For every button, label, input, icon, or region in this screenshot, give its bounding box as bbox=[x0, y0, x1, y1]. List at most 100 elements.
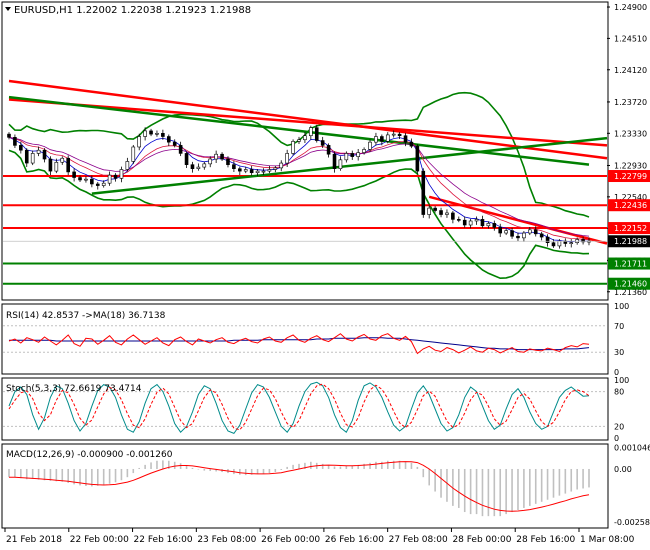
candle-body-74 bbox=[445, 212, 449, 215]
candle-body-88 bbox=[528, 229, 532, 234]
macd-histogram-bar bbox=[167, 460, 170, 469]
candle-body-0 bbox=[7, 133, 11, 138]
macd-histogram-bar bbox=[250, 468, 253, 475]
level-price-label: 1.22152 bbox=[614, 224, 647, 233]
candle-body-24 bbox=[149, 130, 153, 135]
candle-body-77 bbox=[462, 219, 467, 226]
candle-body-8 bbox=[54, 161, 59, 172]
macd-histogram-bar bbox=[404, 461, 407, 469]
rsi-panel-frame bbox=[1, 303, 609, 375]
candle-body-82 bbox=[492, 223, 497, 228]
main-title: EURUSD,H1 1.22002 1.22038 1.21923 1.2198… bbox=[14, 5, 251, 16]
candle-body-35 bbox=[214, 153, 218, 160]
candle-body-87 bbox=[522, 232, 526, 239]
candle-body-28 bbox=[172, 141, 177, 146]
candle-body-62 bbox=[374, 136, 378, 143]
candle-body-10 bbox=[66, 157, 70, 173]
layer-macd-tick-label: 0.001046 bbox=[614, 444, 650, 453]
candle-body-63 bbox=[380, 136, 384, 142]
candle-body-7 bbox=[48, 158, 53, 172]
macd-histogram-bar bbox=[49, 468, 52, 481]
candle-body-75 bbox=[451, 212, 455, 220]
macd-histogram-bar bbox=[20, 468, 22, 479]
trendline-2 bbox=[8, 95, 590, 166]
macd-histogram-bar bbox=[215, 468, 217, 472]
layer-macd-tick-label: 0.00 bbox=[614, 465, 632, 474]
current-price-label: 1.21988 bbox=[614, 237, 647, 246]
candle-body-52 bbox=[314, 127, 319, 141]
dropdown-triangle-icon[interactable] bbox=[5, 7, 11, 11]
candle-body-20 bbox=[125, 161, 130, 170]
candle-body-93 bbox=[557, 240, 562, 247]
candle-body-65 bbox=[391, 133, 396, 136]
candle-body-2 bbox=[19, 145, 23, 151]
macd-histogram-bar bbox=[381, 461, 383, 469]
macd-histogram-bar bbox=[505, 468, 507, 515]
candle-body-17 bbox=[107, 174, 112, 184]
x-tick-label: 1 Mar 08:00 bbox=[580, 535, 635, 545]
macd-histogram-bar bbox=[493, 468, 496, 517]
macd-histogram-bar bbox=[333, 466, 336, 469]
macd-histogram-bar bbox=[552, 468, 555, 498]
macd-histogram-bar bbox=[96, 468, 99, 486]
macd-histogram-bar bbox=[457, 468, 460, 508]
stoch-layer bbox=[3, 381, 607, 435]
x-tick-label: 27 Feb 08:00 bbox=[389, 535, 448, 545]
macd-histogram-bar bbox=[452, 468, 454, 506]
candle-body-50 bbox=[303, 135, 307, 141]
macd-histogram-bar bbox=[410, 462, 413, 469]
macd-histogram-bar bbox=[197, 468, 200, 470]
macd-histogram-bar bbox=[558, 468, 561, 496]
ma-fast-line bbox=[8, 136, 590, 243]
candle-body-16 bbox=[101, 182, 106, 186]
macd-histogram-bar bbox=[440, 468, 442, 498]
candle-body-11 bbox=[72, 171, 76, 178]
macd-histogram-bar bbox=[191, 467, 194, 469]
macd-histogram-bar bbox=[481, 468, 484, 517]
candle-body-39 bbox=[238, 168, 242, 172]
stoch-k-line bbox=[8, 381, 590, 435]
macd-histogram-bar bbox=[446, 468, 448, 502]
macd-histogram-bar bbox=[570, 468, 573, 492]
candle-body-85 bbox=[510, 230, 514, 237]
candle-body-37 bbox=[226, 158, 230, 165]
macd-histogram-bar bbox=[73, 468, 75, 485]
level-price-label: 1.22799 bbox=[614, 172, 647, 181]
macd-histogram-bar bbox=[120, 468, 123, 481]
current-price-box bbox=[608, 235, 650, 248]
candle-body-57 bbox=[344, 153, 349, 161]
x-tick-label: 21 Feb 2018 bbox=[6, 535, 62, 545]
macd-histogram-bar bbox=[298, 463, 300, 469]
macd-histogram-bar bbox=[351, 465, 354, 469]
macd-histogram-bar bbox=[156, 460, 158, 469]
candle-body-67 bbox=[403, 135, 408, 143]
candle-body-68 bbox=[409, 141, 414, 147]
candle-body-54 bbox=[326, 145, 331, 155]
candle-body-55 bbox=[332, 153, 337, 169]
candle-body-33 bbox=[202, 163, 207, 168]
level-price-box-0 bbox=[608, 170, 650, 183]
candle-body-45 bbox=[273, 167, 278, 170]
price-tick-label: 1.24900 bbox=[614, 3, 647, 12]
macd-histogram-bar bbox=[244, 468, 247, 476]
candle-body-89 bbox=[533, 229, 538, 235]
candle-body-12 bbox=[78, 177, 82, 181]
macd-histogram-bar bbox=[126, 468, 129, 478]
candle-body-34 bbox=[208, 158, 213, 165]
candle-body-23 bbox=[143, 130, 147, 137]
level-price-label: 1.21711 bbox=[614, 260, 647, 269]
price-tick-label: 1.24120 bbox=[614, 66, 647, 75]
macd-histogram-bar bbox=[487, 468, 490, 517]
level-price-box-3 bbox=[608, 257, 650, 270]
candle-body-1 bbox=[13, 137, 17, 146]
layer-rsi-tick-label: 0 bbox=[614, 368, 619, 377]
candle-body-80 bbox=[480, 219, 485, 227]
bollinger-lower-line bbox=[8, 149, 590, 280]
macd-histogram-bar bbox=[102, 468, 105, 486]
price-tick-label: 1.21360 bbox=[614, 288, 647, 297]
macd-layer bbox=[8, 460, 590, 517]
macd-histogram-bar bbox=[511, 468, 513, 513]
layer-rsi-tick-label: 70 bbox=[614, 322, 624, 331]
candle-body-78 bbox=[468, 220, 473, 226]
